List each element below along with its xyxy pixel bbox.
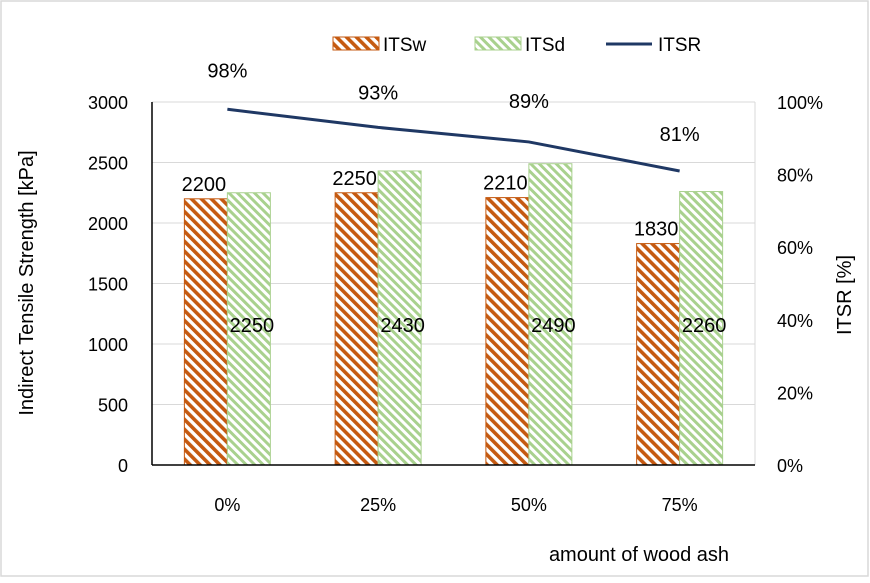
x-tick-label: 75% xyxy=(662,495,698,515)
x-tick-label: 0% xyxy=(214,495,240,515)
legend-label-itsd: ITSd xyxy=(525,35,565,56)
y-tick-label: 2500 xyxy=(88,154,128,174)
y2-tick-label: 80% xyxy=(777,166,813,186)
y2-tick-label: 20% xyxy=(777,383,813,403)
legend-swatch-itsd xyxy=(475,37,521,50)
y-tick-label: 3000 xyxy=(88,93,128,113)
itsd-data-label: 2260 xyxy=(682,315,727,337)
y-tick-label: 2000 xyxy=(88,214,128,234)
bar-itsw xyxy=(335,193,378,465)
itsr-data-label: 93% xyxy=(358,82,398,104)
itsw-data-label: 2200 xyxy=(182,174,227,196)
itsw-data-label: 2250 xyxy=(332,168,377,190)
itsr-data-label: 81% xyxy=(660,124,700,146)
x-tick-label: 25% xyxy=(360,495,396,515)
y-tick-label: 1500 xyxy=(88,275,128,295)
legend-label-itsw: ITSw xyxy=(383,35,427,56)
x-tick-label: 50% xyxy=(511,495,547,515)
legend-swatch-itsw xyxy=(333,37,379,50)
y-tick-label: 0 xyxy=(118,456,128,476)
itsr-data-label: 89% xyxy=(509,91,549,113)
y2-tick-label: 0% xyxy=(777,456,803,476)
bar-itsw xyxy=(184,199,227,465)
itsd-data-label: 2430 xyxy=(380,315,425,337)
x-axis-title: amount of wood ash xyxy=(549,544,729,566)
y2-tick-label: 100% xyxy=(777,93,823,113)
y-tick-label: 500 xyxy=(98,396,128,416)
y2-tick-label: 60% xyxy=(777,238,813,258)
bar-itsw xyxy=(637,244,680,465)
itsd-data-label: 2250 xyxy=(230,315,275,337)
itsw-data-label: 1830 xyxy=(634,219,679,241)
y2-tick-label: 40% xyxy=(777,311,813,331)
y-tick-label: 1000 xyxy=(88,335,128,355)
itsd-data-label: 2490 xyxy=(531,315,576,337)
y2-axis-title: ITSR [%] xyxy=(834,255,856,335)
y-axis-title: Indirect Tensile Strength [kPa] xyxy=(16,150,38,415)
itsr-data-label: 98% xyxy=(207,60,247,82)
itsw-data-label: 2210 xyxy=(483,173,528,195)
legend-label-itsr: ITSR xyxy=(658,35,701,56)
bar-itsw xyxy=(486,198,529,465)
